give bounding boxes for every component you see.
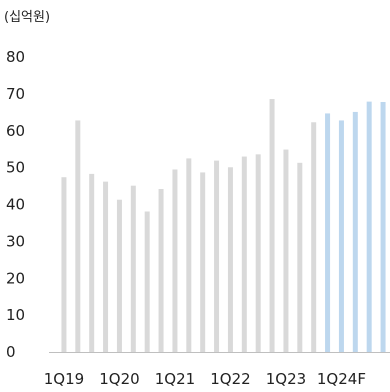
- forecast-bar: [338, 120, 344, 353]
- x-axis-ticks: 1Q19 1Q20 1Q21 1Q22 1Q23 1Q24F: [44, 370, 366, 388]
- x-tick-label: 1Q24F: [317, 370, 366, 388]
- actual-bar: [297, 162, 303, 352]
- y-tick-label: 0: [6, 343, 16, 361]
- forecast-bar: [366, 101, 372, 353]
- actual-bar: [103, 181, 109, 352]
- actual-bar: [255, 154, 261, 352]
- actual-bar: [200, 172, 206, 352]
- unit-label: (십억원): [4, 10, 51, 25]
- actual-bar: [214, 160, 220, 352]
- y-tick-label: 80: [6, 48, 25, 66]
- forecast-bar: [325, 113, 331, 352]
- y-axis-ticks: 0 10 20 30 40 50 60 70 80: [6, 48, 25, 361]
- actual-bar: [75, 120, 81, 353]
- bar-group: [61, 99, 386, 353]
- actual-bar: [186, 158, 192, 352]
- x-tick-label: 1Q22: [210, 370, 250, 388]
- actual-bar: [311, 122, 317, 353]
- actual-bar: [227, 167, 233, 352]
- actual-bar: [283, 149, 289, 352]
- actual-bar: [158, 189, 164, 352]
- y-tick-label: 70: [6, 85, 25, 103]
- actual-bar: [89, 173, 95, 352]
- forecast-bar: [380, 101, 386, 353]
- actual-bar: [144, 211, 150, 352]
- y-tick-label: 30: [6, 232, 25, 250]
- forecast-bar: [352, 111, 358, 352]
- actual-bar: [241, 156, 247, 352]
- x-tick-label: 1Q19: [44, 370, 84, 388]
- actual-bar: [61, 177, 67, 352]
- y-tick-label: 10: [6, 306, 25, 324]
- y-tick-label: 20: [6, 269, 25, 287]
- actual-bar: [172, 169, 178, 352]
- y-tick-label: 50: [6, 159, 25, 177]
- y-tick-label: 40: [6, 196, 25, 214]
- x-tick-label: 1Q23: [266, 370, 306, 388]
- y-tick-label: 60: [6, 122, 25, 140]
- actual-bar: [116, 199, 122, 352]
- x-tick-label: 1Q20: [99, 370, 139, 388]
- actual-bar: [130, 185, 136, 352]
- x-tick-label: 1Q21: [155, 370, 195, 388]
- actual-bar: [269, 99, 275, 352]
